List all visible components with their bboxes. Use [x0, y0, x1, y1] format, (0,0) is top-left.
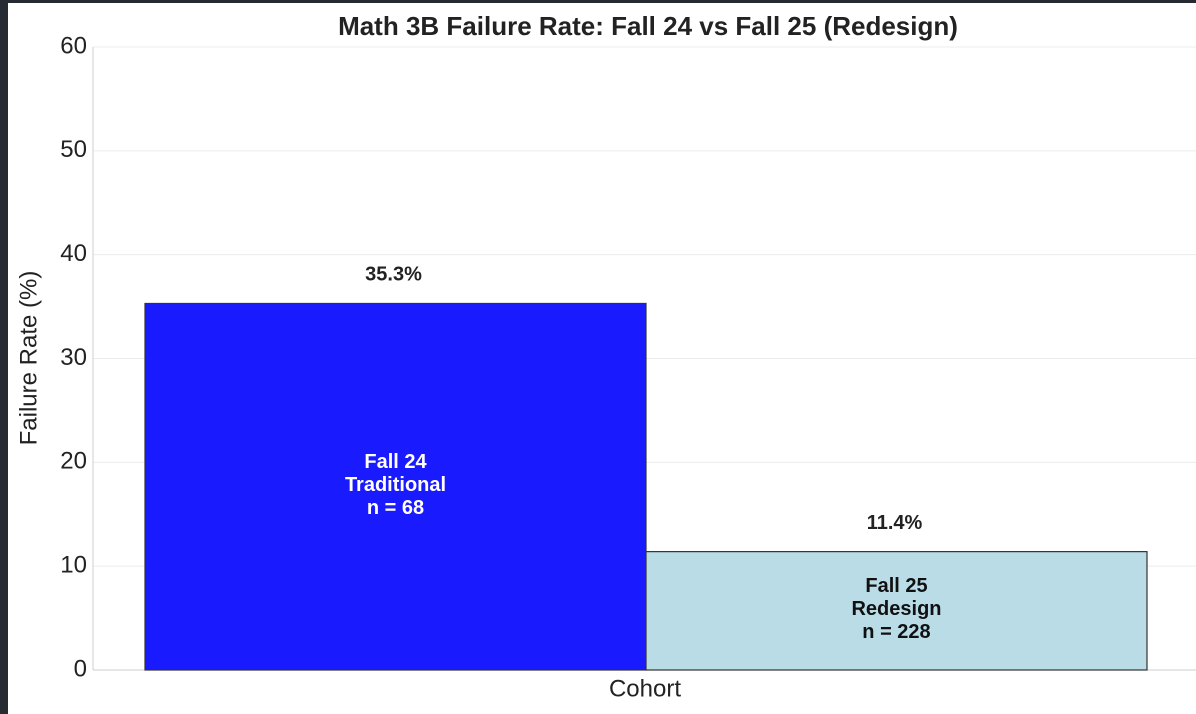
chart-title: Math 3B Failure Rate: Fall 24 vs Fall 25…: [338, 11, 958, 41]
y-tick-label: 30: [60, 344, 87, 371]
value-label: 35.3%: [365, 264, 422, 286]
bar: [645, 551, 1148, 671]
value-label: 11.4%: [867, 512, 923, 534]
y-axis-label: Failure Rate (%): [15, 271, 42, 446]
bar-label: Traditional: [345, 474, 446, 496]
bar-label: Redesign: [851, 598, 941, 620]
bar-label: Fall 24: [364, 451, 427, 473]
bar-label: n = 228: [862, 621, 930, 643]
y-tick-label: 50: [60, 136, 87, 163]
y-tick-label: 20: [60, 448, 87, 475]
y-tick-label: 40: [60, 240, 87, 267]
bar-label: n = 68: [367, 497, 424, 519]
bar: [144, 302, 647, 671]
y-tick-label: 0: [74, 655, 87, 682]
y-tick-label: 10: [60, 552, 87, 579]
x-axis-label: Cohort: [609, 675, 681, 702]
y-tick-label: 60: [60, 32, 87, 59]
bar-label: Fall 25: [865, 575, 927, 597]
